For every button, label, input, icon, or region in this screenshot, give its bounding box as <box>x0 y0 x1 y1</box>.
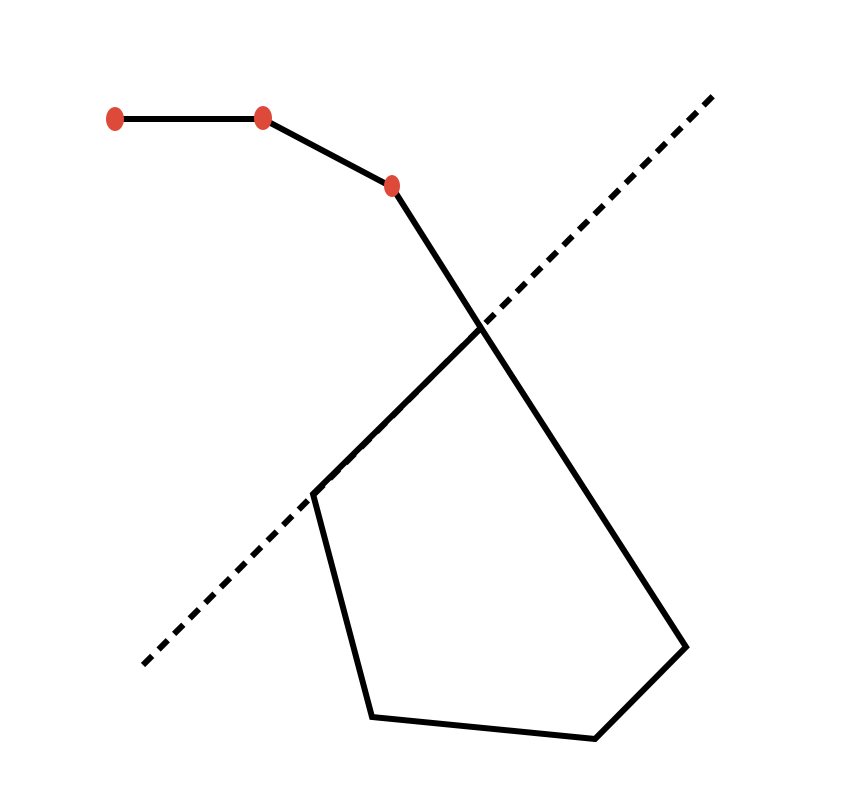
solid-polyline <box>115 116 484 330</box>
vertex-marker-2 <box>254 106 272 130</box>
vertex-marker-3 <box>384 175 400 197</box>
vertex-marker-1 <box>106 107 124 131</box>
pentagon-shape <box>309 323 690 743</box>
